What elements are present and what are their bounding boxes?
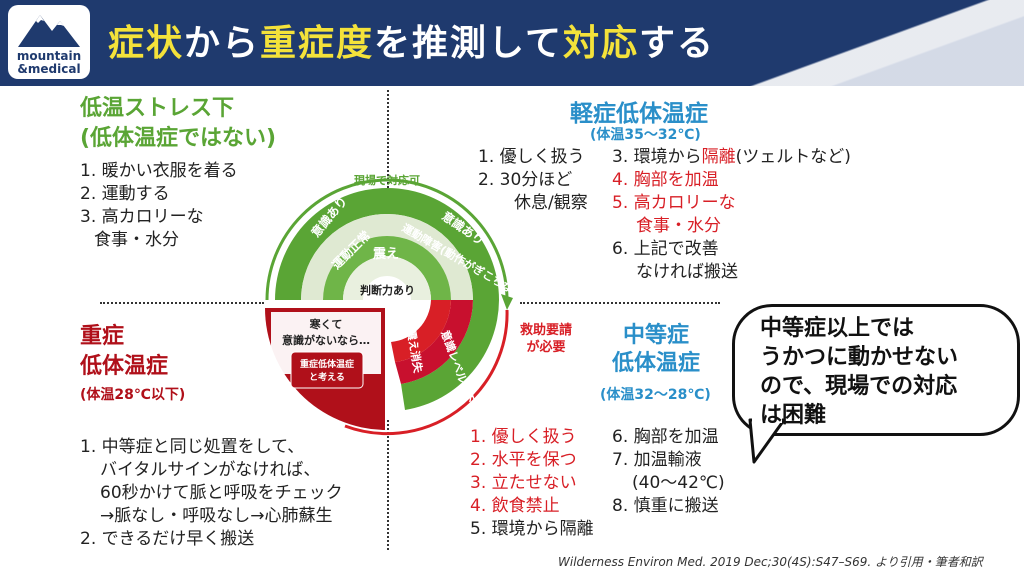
- mild-list-2: 3. 環境から隔離(ツェルトなど) 4. 胸部を加温 5. 高カロリーな 食事・…: [612, 146, 851, 284]
- label-shiver: 震え: [372, 247, 399, 262]
- divider-left: [100, 302, 264, 304]
- list-item: 1. 優しく扱う: [478, 147, 585, 167]
- title-part-do: する: [638, 23, 715, 64]
- title-part-symptom: 症状: [108, 23, 185, 64]
- list-item: 4. 飲食禁止: [470, 496, 560, 516]
- header-bar: [0, 0, 1024, 86]
- bubble-text: 中等症以上では うかつに動かせない ので、現場での対応 は困難: [760, 314, 958, 430]
- rescue-arrow-arc: [344, 309, 509, 436]
- ring-inner-green: [323, 236, 451, 300]
- logo-text-line1: mountain: [16, 49, 82, 63]
- stress-title-line2: (低体温症ではない): [80, 126, 277, 151]
- list-item: 60秒かけて脈と呼吸をチェック: [100, 483, 343, 503]
- ring-outer-green: [275, 188, 499, 300]
- ring-outer-right: [401, 300, 499, 410]
- moderate-temp: (体温32〜28℃): [600, 387, 711, 403]
- list-item: →脈なし・呼吸なし→心肺蘇生: [100, 506, 333, 526]
- severe-title: 重症 低体温症: [80, 322, 168, 382]
- severity-diagram: 現場で対応可 意識あり 運動正常 震え 判断力あり 意識あり 運動障害(動作がぎ…: [265, 173, 530, 436]
- speech-bubble-tail: [748, 418, 786, 464]
- list-item: 4. 胸部を加温: [612, 170, 719, 190]
- severe-temp: (体温28℃以下): [80, 387, 186, 403]
- list-item: 6. 胸部を加温: [612, 427, 719, 447]
- speech-bubble: [732, 304, 1020, 436]
- list-item: 8. 慎重に搬送: [612, 496, 719, 516]
- moderate-title: 中等症 低体温症: [612, 322, 700, 378]
- divider-top: [387, 90, 389, 200]
- list-item: 1. 優しく扱う: [470, 427, 577, 447]
- rescue-label-line1: 救助要請: [520, 323, 573, 338]
- moderate-title-line1: 中等症: [623, 323, 690, 348]
- list-item: 3. 立たせない: [470, 473, 577, 493]
- mild-list-1: 1. 優しく扱う 2. 30分ほど 休息/観察: [478, 146, 588, 215]
- divider-bottom: [387, 420, 389, 550]
- ring-mid-red: [395, 300, 473, 384]
- bubble-line: ので、現場での対応: [760, 374, 958, 399]
- ring-core-light: [343, 256, 431, 300]
- citation: Wilderness Environ Med. 2019 Dec;30(4S):…: [558, 555, 983, 569]
- severe-title-line2: 低体温症: [80, 354, 169, 379]
- header-decoration: [744, 0, 1024, 86]
- title-part-severity: 重症度: [260, 23, 375, 64]
- mild-item3-suffix: (ツェルトなど): [735, 147, 851, 167]
- label-judgement: 判断力あり: [360, 283, 415, 297]
- page-title: 症状から重症度を推測して対応する: [108, 14, 715, 66]
- severe-tag-line1: 重症低体温症: [300, 358, 354, 370]
- stress-list: 1. 暖かい衣服を着る 2. 運動する 3. 高カロリーな 食事・水分: [80, 160, 238, 252]
- ring-middle-light: [301, 214, 473, 300]
- stress-title-line1: 低温ストレス下: [80, 96, 235, 121]
- severe-tag-line2: と考える: [309, 371, 345, 383]
- list-item: 5. 環境から隔離: [470, 519, 594, 539]
- title-part-from: から: [184, 23, 261, 64]
- list-item: (40〜42℃): [632, 473, 725, 493]
- list-item: 2. 水平を保つ: [470, 450, 577, 470]
- severe-tag: [290, 351, 364, 389]
- onsite-arrow-head: [501, 294, 513, 310]
- bubble-line: うかつに動かせない: [760, 345, 959, 370]
- list-item: 6. 上記で改善: [612, 239, 719, 259]
- mild-item3-prefix: 3. 環境から: [612, 147, 702, 167]
- mountain-logo-icon: [18, 15, 80, 47]
- list-item: 2. できるだけ早く搬送: [80, 529, 255, 549]
- list-item: 食事・水分: [636, 216, 721, 236]
- list-item: 食事・水分: [94, 230, 179, 250]
- list-item: 7. 加温輸液: [612, 450, 702, 470]
- logo: mountain &medical: [8, 5, 90, 79]
- list-item: 3. 高カロリーな: [80, 207, 204, 227]
- onsite-label: 現場で対応可: [354, 173, 420, 187]
- moderate-list-2: 6. 胸部を加温 7. 加温輸液 (40〜42℃) 8. 慎重に搬送: [612, 426, 725, 518]
- severe-title-line1: 重症: [80, 324, 125, 349]
- title-part-response: 対応: [562, 23, 639, 64]
- rescue-label-line2: が必要: [526, 340, 566, 355]
- bubble-line: 中等症以上では: [760, 316, 915, 341]
- logo-text-line2: &medical: [17, 62, 81, 76]
- list-item: なければ搬送: [636, 262, 738, 282]
- moderate-title-line2: 低体温症: [612, 351, 701, 376]
- list-item: 2. 運動する: [80, 184, 170, 204]
- stress-title: 低温ストレス下 (低体温症ではない): [80, 94, 276, 154]
- bubble-line: は困難: [760, 403, 827, 428]
- list-item: 3. 環境から隔離(ツェルトなど): [612, 146, 851, 169]
- severe-list: 1. 中等症と同じ処置をして、 バイタルサインがなければ、 60秒かけて脈と呼吸…: [80, 436, 343, 551]
- title-part-estimate: を推測して: [374, 23, 563, 64]
- list-item: 2. 30分ほど: [478, 170, 573, 190]
- list-item: 休息/観察: [514, 193, 588, 213]
- rescue-label: 救助要請 が必要: [520, 322, 572, 356]
- list-item: 5. 高カロリーな: [612, 193, 736, 213]
- mild-title: 軽症低体温症: [570, 101, 708, 127]
- list-item: 1. 暖かい衣服を着る: [80, 161, 238, 181]
- mild-temp: (体温35〜32℃): [590, 127, 701, 143]
- list-item: 1. 中等症と同じ処置をして、: [80, 437, 305, 457]
- mild-item3-red: 隔離: [701, 147, 736, 167]
- list-item: バイタルサインがなければ、: [100, 460, 321, 480]
- moderate-list-1: 1. 優しく扱う 2. 水平を保つ 3. 立たせない 4. 飲食禁止 5. 環境…: [470, 426, 594, 541]
- severe-box-line2: 意識がないなら…: [282, 333, 370, 347]
- severe-box-line1: 寒くて: [309, 317, 343, 331]
- divider-right: [520, 302, 720, 304]
- ring-inner-red: [391, 300, 451, 362]
- onsite-arrow-arc: [265, 178, 509, 301]
